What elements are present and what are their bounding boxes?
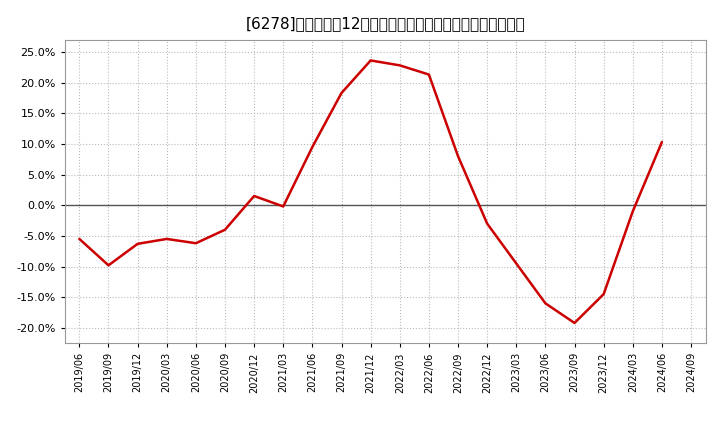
- Title: [6278]　売上高の12か月移動合計の対前年同期増減率の推移: [6278] 売上高の12か月移動合計の対前年同期増減率の推移: [246, 16, 525, 32]
